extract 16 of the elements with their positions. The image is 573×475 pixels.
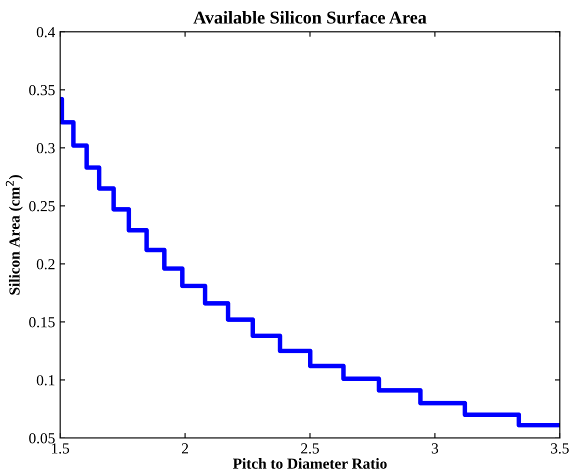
- x-axis-title: Pitch to Diameter Ratio: [232, 458, 387, 469]
- y-tick-label: 0.3: [36, 143, 55, 154]
- y-tick-label: 0.25: [29, 201, 55, 212]
- y-tick-label: 0.35: [29, 84, 55, 96]
- x-tick-label: 3: [432, 443, 438, 454]
- chart-title: Available Silicon Surface Area: [193, 10, 426, 24]
- y-tick-label: 0.4: [36, 26, 56, 38]
- x-tick-label: 1.5: [52, 443, 70, 454]
- y-tick-label: 0.05: [29, 433, 55, 444]
- x-tick-label: 3.5: [551, 443, 569, 454]
- y-tick-label: 0.1: [36, 375, 54, 386]
- y-tick-label: 0.15: [29, 317, 55, 328]
- x-tick-label: 2.5: [301, 443, 319, 454]
- y-tick-label: 0.2: [36, 259, 54, 270]
- x-tick-label: 2: [182, 443, 188, 454]
- y-axis-title: Silicon Area (cm$^{2}$): [6, 175, 23, 295]
